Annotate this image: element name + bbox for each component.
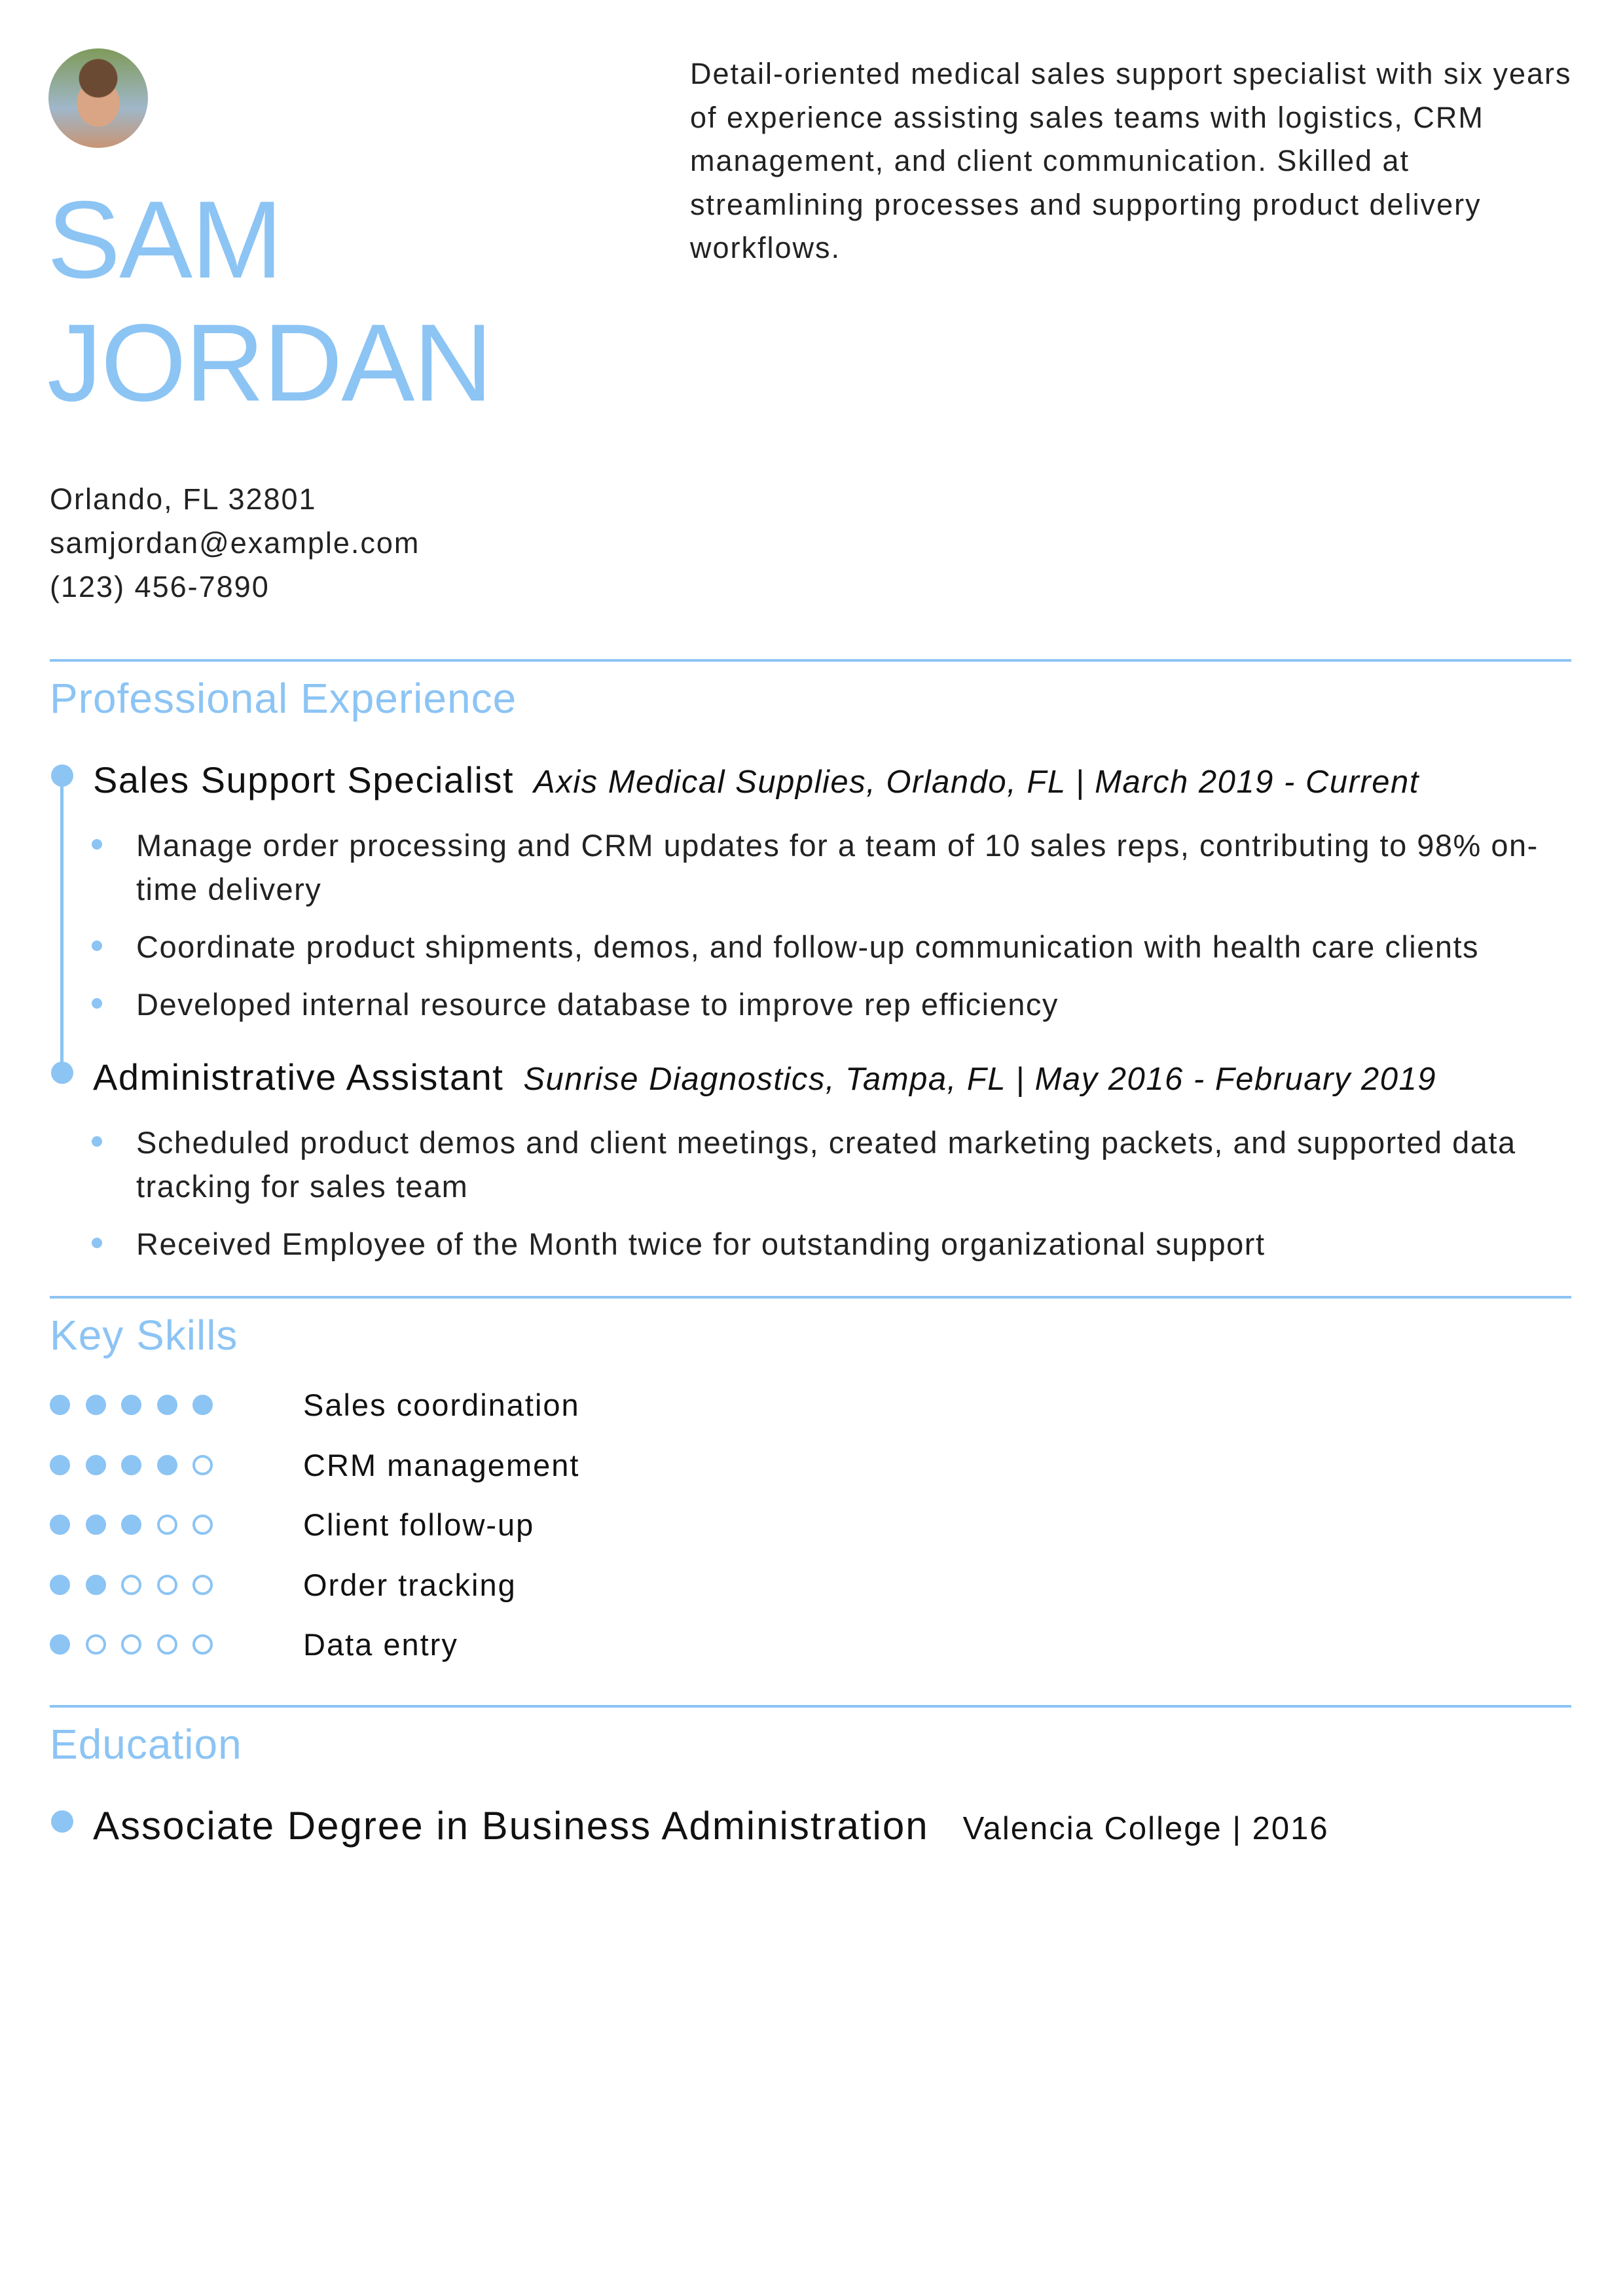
rating-dot-empty-icon bbox=[156, 1634, 177, 1655]
rating-dot-filled-icon bbox=[156, 1454, 177, 1475]
skill-row: Order tracking bbox=[50, 1568, 1571, 1635]
summary: Detail-oriented medical sales support sp… bbox=[690, 57, 1572, 264]
rating-dot-filled-icon bbox=[85, 1454, 106, 1475]
rating-dot-empty-icon bbox=[192, 1634, 213, 1655]
rating-dot-filled-icon bbox=[50, 1634, 70, 1655]
education-row: Associate Degree in Business Administrat… bbox=[50, 1803, 1571, 1850]
rating-dot-empty-icon bbox=[156, 1515, 177, 1535]
rating-dot-filled-icon bbox=[156, 1395, 177, 1415]
section-heading-experience: Professional Experience bbox=[50, 675, 517, 722]
skill-row: CRM management bbox=[50, 1448, 1571, 1515]
divider bbox=[50, 1704, 1571, 1708]
rating-dot-empty-icon bbox=[85, 1634, 106, 1655]
rating-dot-filled-icon bbox=[121, 1395, 141, 1415]
rating-dot-filled-icon bbox=[50, 1574, 70, 1595]
rating-dot-empty-icon bbox=[192, 1454, 213, 1475]
degree: Associate Degree in Business Administrat… bbox=[93, 1803, 929, 1848]
timeline-line bbox=[60, 776, 64, 1066]
rating-dot-filled-icon bbox=[121, 1515, 141, 1535]
job-title: Administrative Assistant bbox=[93, 1056, 504, 1098]
job-title-row: Sales Support Specialist Axis Medical Sup… bbox=[50, 759, 1571, 803]
rating-dot-empty-icon bbox=[156, 1574, 177, 1595]
rating-dot-empty-icon bbox=[192, 1515, 213, 1535]
rating-dot-filled-icon bbox=[85, 1515, 106, 1535]
skill-row: Data entry bbox=[50, 1627, 1571, 1695]
list-item: Received Employee of the Month twice for… bbox=[92, 1222, 1571, 1266]
skill-row: Client follow-up bbox=[50, 1507, 1571, 1575]
education-dot bbox=[51, 1810, 73, 1833]
rating-dot-filled-icon bbox=[50, 1454, 70, 1475]
rating-dot-filled-icon bbox=[85, 1395, 106, 1415]
skill-label: Data entry bbox=[303, 1627, 458, 1662]
section-heading-education: Education bbox=[50, 1720, 242, 1768]
skill-label: Client follow-up bbox=[303, 1507, 535, 1542]
rating-dot-filled-icon bbox=[121, 1454, 141, 1475]
job-title-row: Administrative Assistant Sunrise Diagnost… bbox=[50, 1056, 1571, 1100]
list-item: Developed internal resource database to … bbox=[92, 982, 1571, 1026]
skill-label: Sales coordination bbox=[303, 1388, 580, 1422]
section-heading-skills: Key Skills bbox=[50, 1312, 238, 1359]
rating-dot-filled-icon bbox=[192, 1395, 213, 1415]
avatar bbox=[48, 48, 148, 148]
rating-dot-empty-icon bbox=[121, 1634, 141, 1655]
job-company: Sunrise Diagnostics, Tampa, FL | May 201… bbox=[523, 1062, 1437, 1097]
rating-dot-filled-icon bbox=[50, 1515, 70, 1535]
rating-dot-empty-icon bbox=[121, 1574, 141, 1595]
job-entry: Sales Support Specialist Axis Medical Sup… bbox=[50, 759, 1571, 1066]
skill-label: CRM management bbox=[303, 1447, 580, 1482]
timeline-dot bbox=[51, 1062, 73, 1084]
skills-list: Sales coordination CRM management Client f… bbox=[50, 1388, 1571, 1695]
job-entry: Administrative Assistant Sunrise Diagnost… bbox=[50, 1056, 1571, 1266]
email: samjordan@example.com bbox=[50, 526, 420, 560]
phone: (123) 456-7890 bbox=[50, 570, 270, 603]
last-name: JORDAN bbox=[47, 301, 493, 424]
resume-body: Professional Experience Sales Support Sp… bbox=[50, 659, 1571, 1850]
rating-dot-filled-icon bbox=[50, 1395, 70, 1415]
list-item: Manage order processing and CRM updates … bbox=[92, 823, 1571, 911]
skill-row: Sales coordination bbox=[50, 1388, 1571, 1455]
rating-dot-filled-icon bbox=[85, 1574, 106, 1595]
list-item: Scheduled product demos and client meeti… bbox=[92, 1121, 1571, 1208]
first-name: SAM bbox=[47, 178, 283, 301]
timeline-dot bbox=[51, 764, 73, 787]
skill-label: Order tracking bbox=[303, 1567, 517, 1602]
divider bbox=[50, 659, 1571, 662]
rating-dot-empty-icon bbox=[192, 1574, 213, 1595]
job-title: Sales Support Specialist bbox=[93, 759, 515, 800]
list-item: Coordinate product shipments, demos, and… bbox=[92, 925, 1571, 969]
divider bbox=[50, 1296, 1571, 1299]
location: Orlando, FL 32801 bbox=[50, 482, 317, 516]
job-company: Axis Medical Supplies, Orlando, FL | Mar… bbox=[534, 764, 1419, 800]
school: Valencia College | 2016 bbox=[962, 1810, 1329, 1846]
